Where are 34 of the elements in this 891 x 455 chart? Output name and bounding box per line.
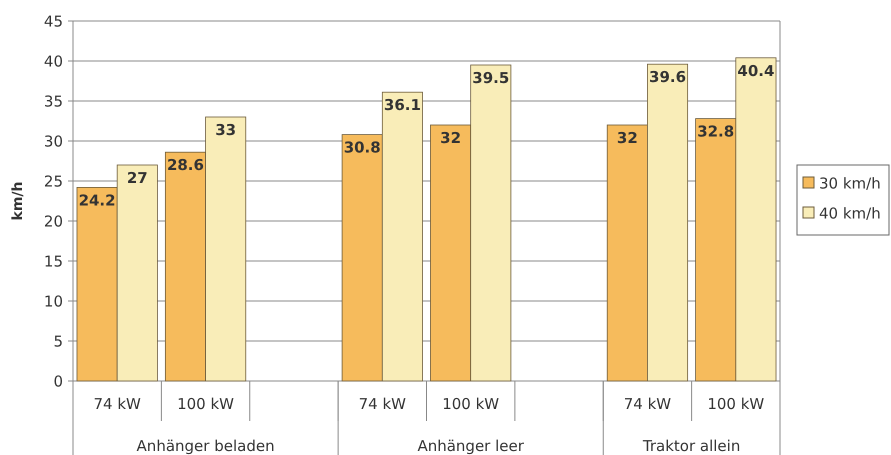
y-tick-label: 40 [44, 52, 63, 70]
data-label: 32.8 [697, 122, 734, 141]
y-tick-label: 5 [53, 332, 63, 350]
data-label: 40.4 [737, 62, 774, 80]
x-tick-label: 100 kW [177, 395, 234, 413]
data-label: 33 [215, 121, 236, 139]
text: Anhänger leer [417, 437, 525, 455]
y-tick-label: 25 [44, 172, 63, 190]
x-tick-label: 100 kW [707, 395, 764, 413]
data-label: 39.5 [472, 69, 510, 87]
data-label: 32 [440, 129, 462, 147]
y-axis-title: km/h [10, 182, 26, 220]
data-label: 36.1 [384, 96, 421, 114]
y-tick-label: 0 [53, 372, 63, 390]
data-label: 39.6 [649, 68, 686, 86]
legend-label: 30 km/h [819, 174, 881, 192]
text: Anhänger beladen [136, 437, 275, 455]
data-label: 28.6 [166, 156, 204, 174]
x-tick-label: 74 kW [358, 395, 406, 413]
y-tick-label: 30 [44, 132, 63, 150]
legend-label: 40 km/h [819, 204, 881, 222]
data-label: 30.8 [344, 138, 381, 157]
y-tick-label: 15 [44, 252, 63, 270]
data-label: 32 [616, 129, 638, 147]
x-tick-label: 74 kW [94, 395, 142, 413]
data-label: 27 [126, 169, 148, 187]
text: Traktor allein [642, 437, 740, 455]
x-tick-label: 100 kW [442, 395, 500, 413]
y-tick-label: 45 [44, 12, 63, 30]
y-tick-label: 35 [44, 92, 63, 110]
data-label: 24.2 [78, 191, 116, 210]
y-tick-label: 10 [44, 292, 63, 310]
x-tick-label: 74 kW [624, 395, 672, 413]
y-tick-label: 20 [44, 212, 63, 230]
